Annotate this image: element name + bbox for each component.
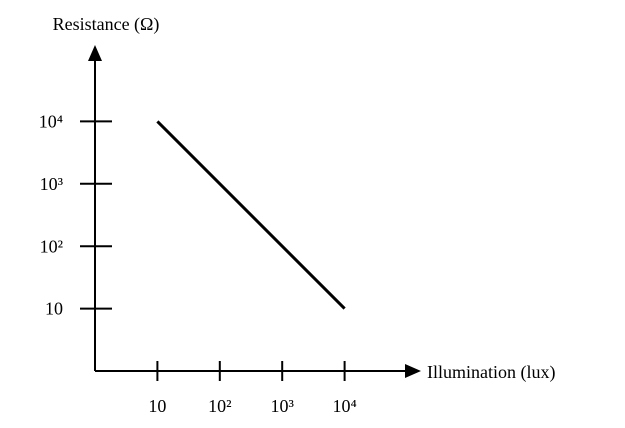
y-axis-arrow [88, 45, 102, 61]
x-axis-arrow [405, 364, 421, 378]
x-tick-label: 10² [208, 396, 231, 416]
y-axis-label: Resistance (Ω) [53, 14, 160, 35]
y-tick-label: 10 [45, 299, 63, 319]
y-tick-label: 10³ [40, 174, 64, 194]
x-tick-label: 10 [148, 396, 166, 416]
data-line [156, 120, 346, 310]
x-tick-label: 10⁴ [332, 396, 356, 416]
x-tick-label: 10³ [270, 396, 294, 416]
x-axis-label: Illumination (lux) [427, 362, 555, 383]
y-tick-label: 10⁴ [39, 112, 63, 132]
y-tick-label: 10² [40, 236, 63, 256]
